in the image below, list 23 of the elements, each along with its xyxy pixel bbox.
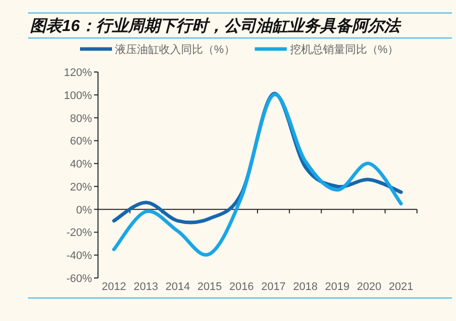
y-tick-label: -20% (66, 227, 92, 240)
y-tick-label: 60% (70, 136, 92, 148)
x-tick-label: 2014 (166, 281, 190, 293)
x-tick-label: 2019 (325, 281, 350, 293)
x-tick-label: 2017 (261, 281, 286, 293)
y-tick-label: 40% (70, 158, 92, 171)
x-tick-label: 2020 (356, 281, 382, 293)
y-tick-label: -60% (66, 273, 92, 285)
x-tick-label: 2016 (229, 281, 254, 293)
x-tick-label: 2018 (293, 281, 318, 293)
y-tick-label: -40% (66, 250, 92, 262)
y-tick-label: 100% (64, 90, 92, 102)
legend-label: 液压油缸收入同比（%） (115, 43, 235, 56)
x-tick-label: 2012 (102, 281, 126, 293)
x-tick-label: 2021 (388, 281, 414, 293)
x-tick-label: 2013 (134, 281, 158, 293)
x-tick-label: 2015 (197, 281, 222, 293)
y-tick-label: 20% (70, 181, 92, 194)
y-tick-label: 80% (70, 112, 92, 125)
legend-label: 挖机总销量同比（%） (290, 43, 399, 56)
y-tick-label: 0% (76, 204, 92, 216)
chart-title: 图表16：行业周期下行时，公司油缸业务具备阿尔法 (30, 17, 402, 35)
y-tick-label: 120% (64, 67, 92, 79)
